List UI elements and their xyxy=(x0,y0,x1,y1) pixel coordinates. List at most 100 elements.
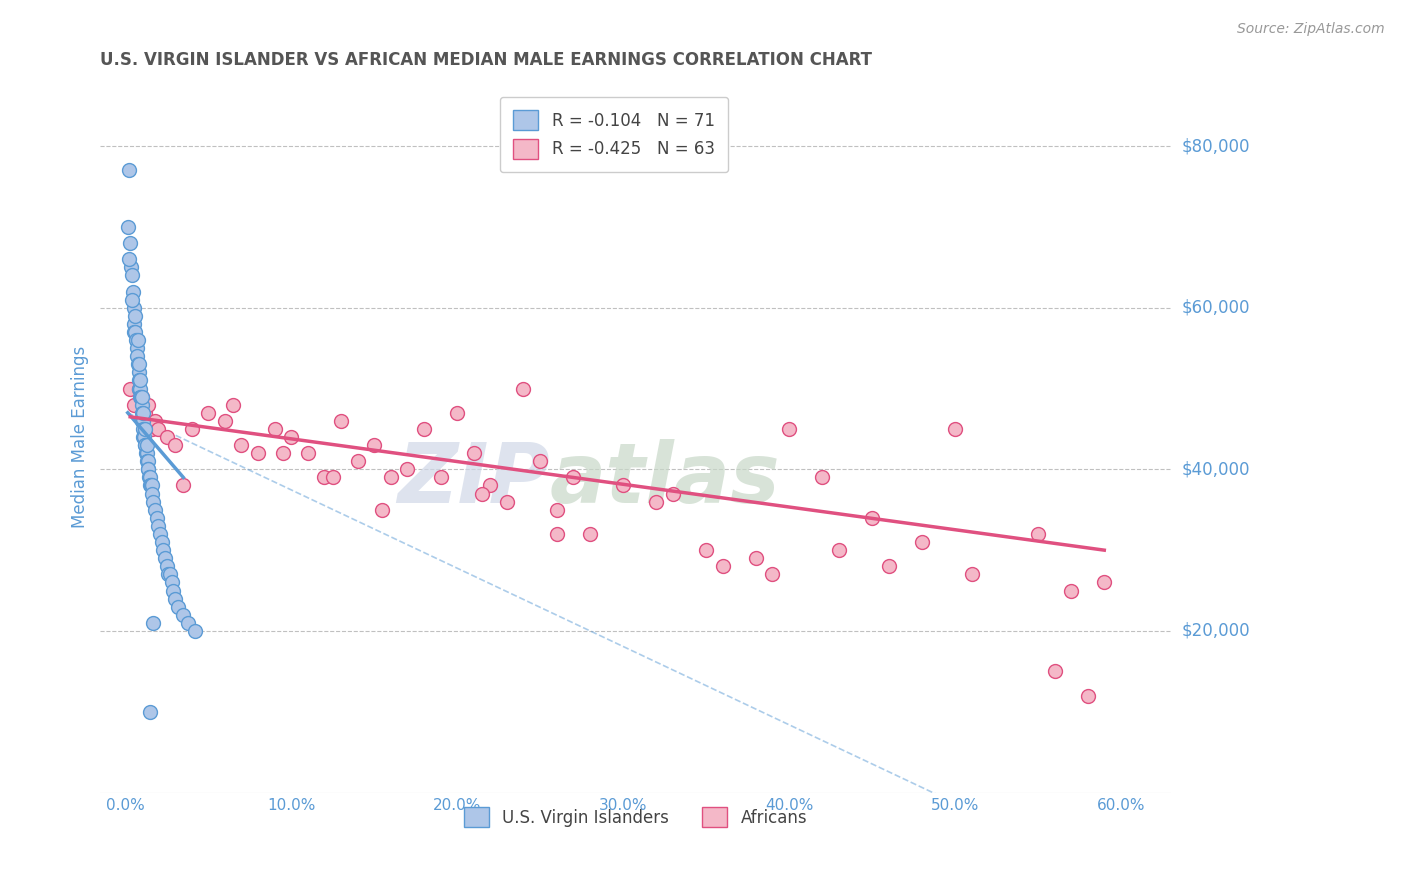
Point xyxy=(153,551,176,566)
Point xyxy=(139,478,162,492)
Point xyxy=(371,502,394,516)
Point xyxy=(134,438,156,452)
Point xyxy=(157,567,180,582)
Point xyxy=(943,422,966,436)
Point xyxy=(124,325,146,339)
Point xyxy=(135,454,157,468)
Point xyxy=(121,293,143,307)
Point xyxy=(135,446,157,460)
Point xyxy=(136,454,159,468)
Point xyxy=(172,478,194,492)
Point xyxy=(132,422,155,436)
Point xyxy=(695,543,717,558)
Point xyxy=(122,398,145,412)
Point xyxy=(134,406,156,420)
Point xyxy=(139,478,162,492)
Point xyxy=(363,438,385,452)
Point xyxy=(860,511,883,525)
Point xyxy=(1026,527,1049,541)
Point xyxy=(118,252,141,267)
Point xyxy=(138,470,160,484)
Point xyxy=(322,470,344,484)
Point xyxy=(163,591,186,606)
Point xyxy=(471,486,494,500)
Point xyxy=(172,607,194,622)
Point xyxy=(141,422,163,436)
Point xyxy=(120,260,142,275)
Point xyxy=(148,422,170,436)
Point xyxy=(745,551,768,566)
Point xyxy=(156,559,179,574)
Point xyxy=(120,235,142,250)
Point xyxy=(138,398,160,412)
Point xyxy=(131,390,153,404)
Point xyxy=(125,333,148,347)
Point xyxy=(121,285,143,299)
Point xyxy=(122,301,145,315)
Point xyxy=(163,438,186,452)
Text: U.S. VIRGIN ISLANDER VS AFRICAN MEDIAN MALE EARNINGS CORRELATION CHART: U.S. VIRGIN ISLANDER VS AFRICAN MEDIAN M… xyxy=(100,51,872,69)
Point xyxy=(346,454,368,468)
Point xyxy=(645,494,668,508)
Point xyxy=(127,357,149,371)
Point xyxy=(579,527,602,541)
Point xyxy=(131,398,153,412)
Point xyxy=(125,349,148,363)
Point xyxy=(131,414,153,428)
Point xyxy=(139,470,162,484)
Point xyxy=(167,599,190,614)
Point xyxy=(877,559,900,574)
Point xyxy=(142,615,165,630)
Point xyxy=(128,382,150,396)
Point xyxy=(121,268,143,283)
Point xyxy=(122,317,145,331)
Point xyxy=(128,373,150,387)
Point xyxy=(131,390,153,404)
Point xyxy=(246,446,269,460)
Point xyxy=(222,398,245,412)
Point xyxy=(156,430,179,444)
Point xyxy=(177,615,200,630)
Text: $40,000: $40,000 xyxy=(1182,460,1250,478)
Point xyxy=(129,382,152,396)
Point xyxy=(131,414,153,428)
Point xyxy=(152,543,174,558)
Point xyxy=(117,163,139,178)
Text: $60,000: $60,000 xyxy=(1182,299,1250,317)
Point xyxy=(150,535,173,549)
Point xyxy=(811,470,834,484)
Point xyxy=(184,624,207,638)
Point xyxy=(129,390,152,404)
Y-axis label: Median Male Earnings: Median Male Earnings xyxy=(72,346,89,528)
Point xyxy=(180,422,202,436)
Point xyxy=(529,454,551,468)
Point xyxy=(120,382,142,396)
Point xyxy=(160,575,183,590)
Point xyxy=(142,494,165,508)
Point xyxy=(271,446,294,460)
Point xyxy=(446,406,468,420)
Point xyxy=(562,470,585,484)
Point xyxy=(1077,689,1099,703)
Point xyxy=(134,422,156,436)
Text: $80,000: $80,000 xyxy=(1182,137,1250,155)
Legend: U.S. Virgin Islanders, Africans: U.S. Virgin Islanders, Africans xyxy=(457,800,814,834)
Point xyxy=(546,527,568,541)
Point xyxy=(125,341,148,355)
Point xyxy=(143,502,166,516)
Point xyxy=(128,357,150,371)
Point xyxy=(159,567,181,582)
Point xyxy=(146,511,169,525)
Point xyxy=(124,325,146,339)
Point xyxy=(128,382,150,396)
Point xyxy=(124,309,146,323)
Point xyxy=(828,543,851,558)
Point xyxy=(380,470,402,484)
Point xyxy=(778,422,800,436)
Point xyxy=(128,365,150,379)
Point xyxy=(143,414,166,428)
Point xyxy=(162,583,184,598)
Point xyxy=(135,438,157,452)
Point xyxy=(1060,583,1083,598)
Point xyxy=(1043,665,1066,679)
